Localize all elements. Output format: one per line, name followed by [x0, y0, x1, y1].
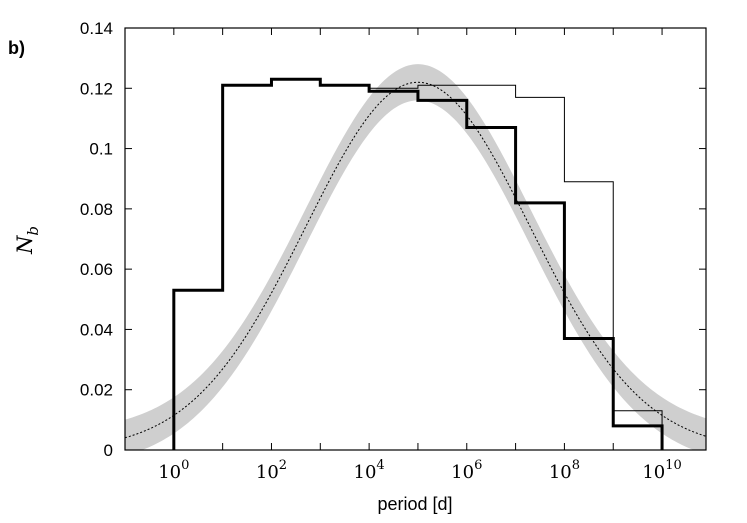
y-tick-label: 0.06 [80, 260, 113, 279]
y-tick-label: 0.02 [80, 381, 113, 400]
x-tick-label: 108 [549, 458, 580, 483]
y-tick-label: 0.14 [80, 19, 113, 38]
y-tick-label: 0.12 [80, 79, 113, 98]
x-tick-label: 100 [158, 458, 189, 483]
plot-area [124, 64, 707, 451]
x-tick-label: 102 [256, 458, 287, 483]
x-axis: 100 102 104 106 108 1010 [124, 28, 682, 483]
panel-label: b) [8, 38, 25, 58]
y-tick-label: 0 [104, 441, 113, 460]
x-tick-label: 104 [354, 458, 385, 483]
gaussian-dotted-line [124, 81, 707, 439]
thin-step-histogram [173, 78, 663, 450]
thick-step-histogram [172, 77, 664, 450]
y-axis: 0 0.02 0.04 0.06 0.08 0.1 0.12 0.14 [80, 19, 706, 460]
plot-frame [124, 27, 707, 451]
x-tick-label: 106 [451, 458, 482, 483]
y-tick-label: 0.04 [80, 320, 113, 339]
y-axis-label: Nb [13, 226, 42, 255]
y-tick-label: 0.1 [89, 140, 113, 159]
x-axis-label: period [d] [377, 494, 452, 514]
gaussian-band [125, 64, 706, 451]
x-tick-label: 1010 [642, 458, 681, 483]
y-tick-label: 0.08 [80, 200, 113, 219]
